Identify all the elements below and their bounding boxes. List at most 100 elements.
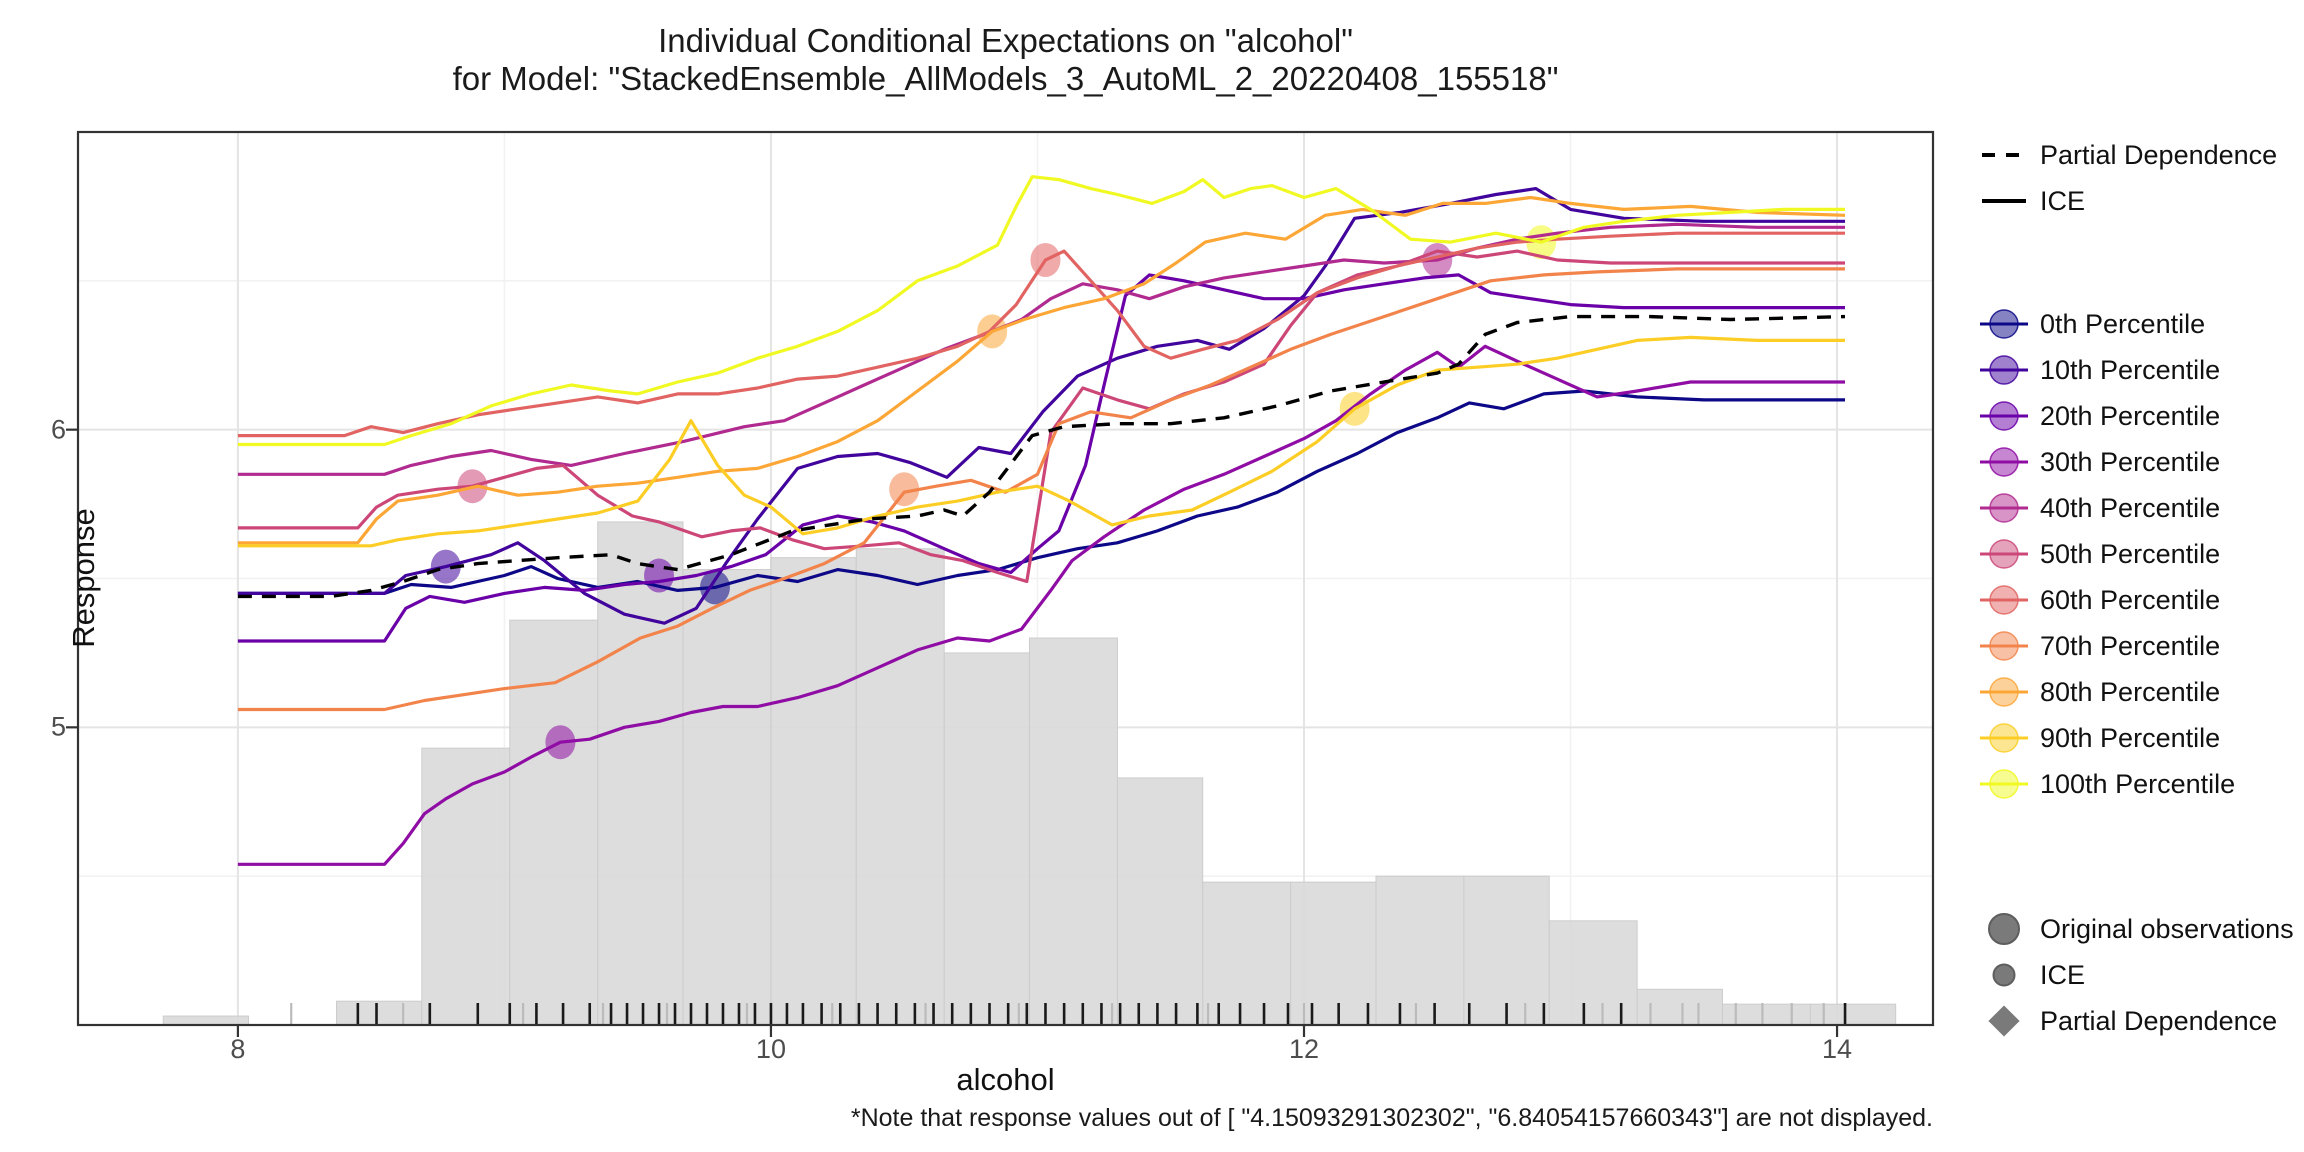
percentile-dot-icon (1980, 355, 2028, 385)
legend-percentiles: 0th Percentile 10th Percentile 20th Percen… (1976, 301, 2302, 807)
legend-item-partial-dependence-shape-glyph (1976, 1001, 2034, 1041)
legend-item-80th-percentile: 80th Percentile (1976, 669, 2302, 715)
percentile-dot-icon (1980, 539, 2028, 569)
large-circle-icon (1988, 913, 2020, 945)
histogram-bar (682, 569, 772, 1026)
chart-title-line1: Individual Conditional Expectations on "… (658, 22, 1353, 59)
legend-item-60th-percentile-label: 60th Percentile (2040, 584, 2221, 615)
ice-line-50th (237, 249, 1845, 584)
percentile-dot-icon (1980, 493, 2028, 523)
x-tick-label-10: 10 (755, 1034, 786, 1064)
histogram-bar (162, 1015, 250, 1026)
legend-item-original-observations: Original observations (1976, 906, 2302, 952)
histogram-bar (770, 557, 857, 1026)
chart-title: Individual Conditional Expectations on "… (78, 22, 1933, 98)
footnote-caption: *Note that response values out of [ "4.1… (850, 1104, 1933, 1132)
histogram-bar (1463, 875, 1550, 1026)
legend-item-30th-percentile: 30th Percentile (1976, 439, 2302, 485)
legend-shapes: Original observations ICE Partial Dependen… (1976, 906, 2302, 1044)
percentile-dot-icon (1980, 309, 2028, 339)
ice-line-100th (237, 175, 1845, 447)
legend-item-10th-percentile-label: 10th Percentile (2040, 354, 2221, 385)
legend-item-100th-percentile-glyph (1976, 764, 2034, 804)
y-tick-label-5: 5 (50, 711, 66, 742)
legend-item-60th-percentile-glyph (1976, 580, 2034, 620)
x-axis-label: alcohol (956, 1062, 1055, 1097)
legend-item-90th-percentile-glyph (1976, 718, 2034, 758)
histogram-bar (1548, 920, 1638, 1026)
legend-line-types: Partial Dependence ICE (1976, 132, 2302, 224)
chart-title-line2: for Model: "StackedEnsemble_AllModels_3_… (452, 60, 1559, 97)
legend-item-50th-percentile-glyph (1976, 534, 2034, 574)
histogram-bar (1202, 881, 1292, 1026)
partial-dependence-line (237, 314, 1846, 599)
histogram-bar (336, 1000, 423, 1026)
legend-item-ice-glyph (1976, 181, 2034, 221)
legend-item-40th-percentile-glyph (1976, 488, 2034, 528)
legend-item-ice-shape: ICE (1976, 952, 2302, 998)
legend-item-70th-percentile-glyph (1976, 626, 2034, 666)
legend-item-70th-percentile: 70th Percentile (1976, 623, 2302, 669)
legend-item-20th-percentile-label: 20th Percentile (2040, 400, 2221, 431)
legend-item-80th-percentile-label: 80th Percentile (2040, 676, 2221, 707)
percentile-dot-icon (1980, 447, 2028, 477)
legend-item-70th-percentile-label: 70th Percentile (2040, 630, 2221, 661)
histogram-bar (855, 548, 945, 1026)
legend-item-partial-dependence: Partial Dependence (1976, 132, 2302, 178)
legend-item-90th-percentile: 90th Percentile (1976, 715, 2302, 761)
legend-item-50th-percentile-label: 50th Percentile (2040, 538, 2221, 569)
legend-item-10th-percentile-glyph (1976, 350, 2034, 390)
diamond-icon (1988, 1005, 2020, 1037)
legend-item-partial-dependence-shape-label: Partial Dependence (2040, 1005, 2278, 1036)
percentile-dot-icon (1980, 769, 2028, 799)
histogram-bar (943, 652, 1030, 1026)
solid-line-icon (1982, 199, 2026, 203)
small-circle-icon (1992, 963, 2016, 987)
legend-item-40th-percentile: 40th Percentile (1976, 485, 2302, 531)
histogram-bar (421, 747, 511, 1026)
y-tick-label-6: 6 (50, 414, 66, 445)
legend-item-partial-dependence-label: Partial Dependence (2040, 139, 2278, 170)
legend-item-100th-percentile: 100th Percentile (1976, 761, 2302, 807)
legend-item-ice-shape-label: ICE (2040, 959, 2086, 990)
histogram-bar (1116, 777, 1204, 1026)
legend-item-0th-percentile-label: 0th Percentile (2040, 308, 2206, 339)
legend-item-90th-percentile-label: 90th Percentile (2040, 722, 2221, 753)
legend-item-30th-percentile-label: 30th Percentile (2040, 446, 2221, 477)
percentile-dot-icon (1980, 401, 2028, 431)
legend-item-ice-shape-glyph (1976, 955, 2034, 995)
percentile-dot-icon (1980, 723, 2028, 753)
histogram-bar (597, 521, 684, 1026)
dashed-line-icon (1982, 153, 2026, 157)
percentile-dot-icon (1980, 631, 2028, 661)
percentile-dot-icon (1980, 585, 2028, 615)
legend-item-60th-percentile: 60th Percentile (1976, 577, 2302, 623)
legend-item-partial-dependence-glyph (1976, 135, 2034, 175)
legend-item-original-observations-label: Original observations (2040, 913, 2294, 944)
histogram-bar (1028, 637, 1118, 1026)
x-tick-label-14: 14 (1822, 1034, 1853, 1064)
ice-line-60th (237, 231, 1845, 438)
legend-item-original-observations-glyph (1976, 909, 2034, 949)
x-tick-label-12: 12 (1288, 1034, 1320, 1064)
histogram-bar (509, 619, 599, 1026)
percentile-dot-icon (1980, 677, 2028, 707)
legend-item-20th-percentile-glyph (1976, 396, 2034, 436)
ice-line-90th (237, 335, 1845, 548)
ice-line-0th (237, 389, 1845, 596)
legend-item-10th-percentile: 10th Percentile (1976, 347, 2302, 393)
ice-line-30th (237, 344, 1845, 866)
legend-item-20th-percentile: 20th Percentile (1976, 393, 2302, 439)
observation-dot-70th (889, 472, 920, 507)
histogram-bar (1290, 881, 1377, 1026)
panel-border (76, 130, 1935, 1027)
ice-line-80th (237, 195, 1846, 545)
legend-item-30th-percentile-glyph (1976, 442, 2034, 482)
legend-item-0th-percentile-glyph (1976, 304, 2034, 344)
legend-item-100th-percentile-label: 100th Percentile (2040, 768, 2236, 799)
x-tick-label-8: 8 (230, 1034, 246, 1064)
legend-item-ice-label: ICE (2040, 185, 2086, 216)
ice-line-20th (237, 273, 1845, 643)
y-axis-label: Response (65, 508, 101, 648)
